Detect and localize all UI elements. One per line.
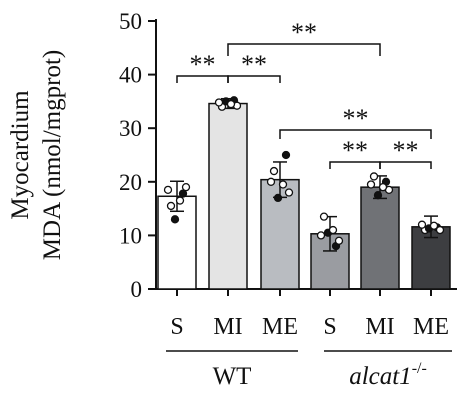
y-tick-label: 50 xyxy=(119,9,142,34)
significance-bracket xyxy=(227,75,281,83)
significance-label: ** xyxy=(342,136,368,165)
data-point xyxy=(181,183,191,192)
data-point xyxy=(328,225,338,235)
y-tick-label: 10 xyxy=(119,223,142,248)
data-point xyxy=(378,183,388,192)
bar xyxy=(360,186,400,290)
data-point xyxy=(281,150,291,160)
bar xyxy=(157,195,197,290)
axes: 0 10 20 30 40 50 xyxy=(119,9,457,302)
x-category-label: S xyxy=(170,314,183,340)
significance-label: ** xyxy=(343,104,369,133)
data-point xyxy=(369,172,379,181)
y-axis-label: Myocardium MDA (nmol/mgprot) xyxy=(7,50,66,260)
data-point xyxy=(278,180,288,189)
y-axis-label-line2: MDA (nmol/mgprot) xyxy=(39,50,66,260)
y-tick-label: 0 xyxy=(131,277,143,302)
data-point xyxy=(170,215,180,224)
data-point xyxy=(163,185,173,194)
data-point xyxy=(273,193,283,203)
group-label: alcat1-/- xyxy=(349,360,427,390)
x-category-label: MI xyxy=(213,314,242,340)
data-point xyxy=(178,189,188,198)
data-point xyxy=(417,220,427,229)
x-category-label: MI xyxy=(365,314,394,340)
significance-bracket xyxy=(379,161,432,169)
data-point xyxy=(316,231,326,240)
significance-brackets: ** ** ** ** ** ** xyxy=(176,18,432,169)
data-points xyxy=(163,96,445,251)
significance-bracket xyxy=(227,43,381,56)
significance-bracket xyxy=(279,129,432,139)
data-point xyxy=(334,236,344,245)
group-label-text: WT xyxy=(213,363,252,390)
significance-label: ** xyxy=(190,50,216,79)
bars xyxy=(157,102,451,290)
data-point xyxy=(373,191,383,200)
data-point xyxy=(284,188,294,197)
y-tick-label: 30 xyxy=(119,116,142,141)
data-point xyxy=(429,221,439,230)
x-category-label: S xyxy=(323,314,336,340)
group-label: WT xyxy=(213,363,252,390)
y-tick-label: 20 xyxy=(119,170,142,195)
significance-label: ** xyxy=(241,50,267,79)
significance-label: ** xyxy=(291,18,317,47)
data-point xyxy=(435,225,445,235)
data-point xyxy=(319,212,329,221)
data-point xyxy=(166,201,176,211)
x-category-label: ME xyxy=(262,314,298,340)
data-point xyxy=(175,196,185,205)
bar xyxy=(208,102,248,290)
y-tick-label: 40 xyxy=(119,63,142,88)
data-point xyxy=(269,166,279,176)
data-point xyxy=(226,99,236,109)
x-category-label: ME xyxy=(413,314,449,340)
group-label-superscript: -/- xyxy=(412,360,427,377)
significance-label: ** xyxy=(393,136,419,165)
data-point xyxy=(214,98,224,107)
y-axis-label-line1: Myocardium xyxy=(7,90,34,220)
group-label-text: alcat1 xyxy=(349,363,412,390)
x-axis-labels: S MI ME S MI ME WT alcat1-/- xyxy=(166,314,452,390)
data-point xyxy=(266,177,276,186)
data-point xyxy=(366,180,376,189)
